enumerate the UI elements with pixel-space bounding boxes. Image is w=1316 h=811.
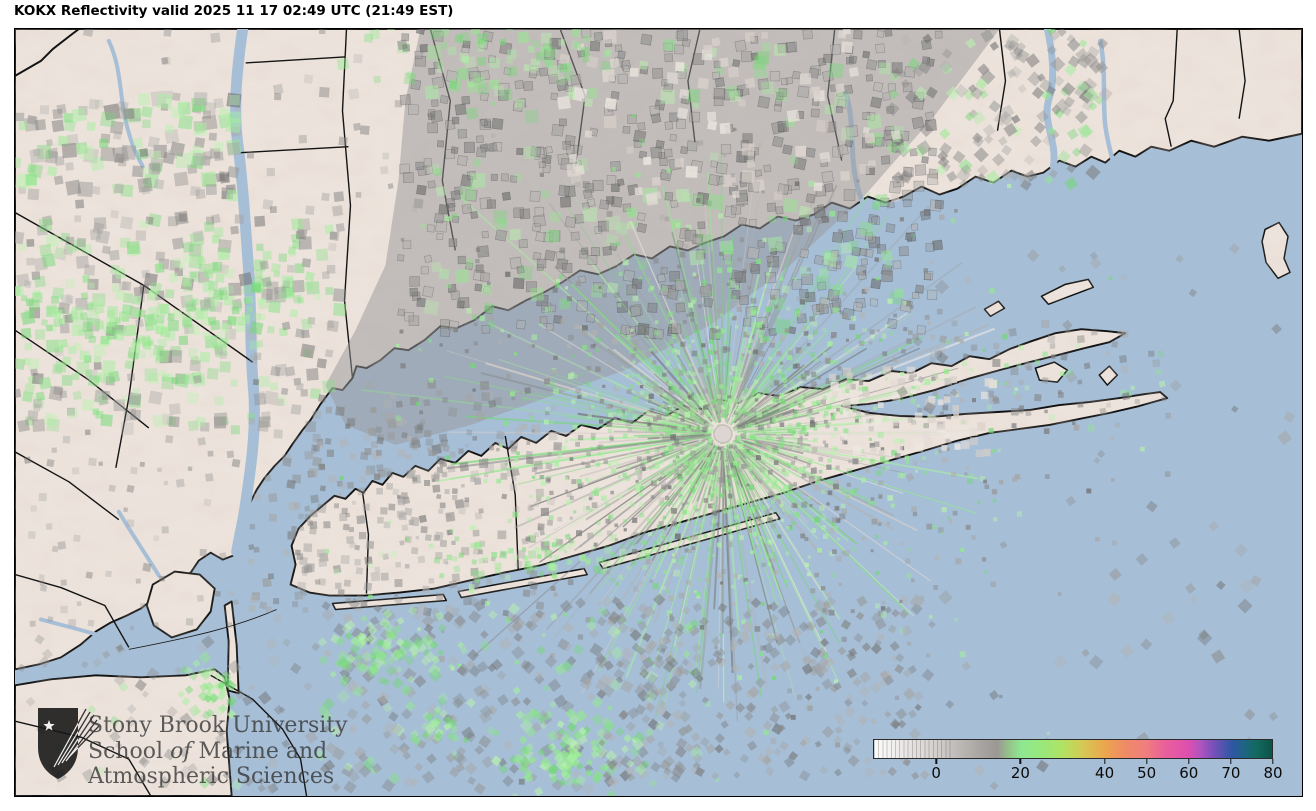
state-border bbox=[341, 29, 354, 379]
county-border bbox=[15, 451, 120, 521]
raritan-river bbox=[38, 617, 121, 644]
county-border bbox=[240, 145, 349, 154]
colorbar-tick-label: 80 bbox=[1263, 764, 1283, 782]
connecticut-river bbox=[1043, 29, 1058, 171]
logo-line-3: Atmospheric Sciences bbox=[88, 764, 335, 789]
county-border bbox=[210, 674, 308, 796]
county-border bbox=[504, 435, 519, 570]
radar-map-figure bbox=[14, 28, 1303, 797]
county-border bbox=[1238, 29, 1246, 119]
shield-icon bbox=[38, 708, 100, 779]
colorbar-tick-label: 0 bbox=[931, 764, 941, 782]
colorbar-tick-label: 50 bbox=[1137, 764, 1157, 782]
logo-line-1: Stony Brook University bbox=[88, 713, 348, 738]
colorbar-tick-mark bbox=[1103, 759, 1106, 764]
county-border bbox=[361, 491, 370, 594]
radar-echo-layer bbox=[15, 29, 1295, 796]
logo-line-2: School of Marine and bbox=[88, 738, 328, 764]
radar-site-marker bbox=[713, 424, 733, 444]
colorbar-discrete-bins bbox=[874, 740, 952, 758]
figure-title: KOKX Reflectivity valid 2025 11 17 02:49… bbox=[14, 3, 454, 19]
radar-map-canvas bbox=[15, 29, 1302, 796]
colorbar-tick-mark bbox=[1145, 759, 1148, 764]
county-border bbox=[115, 285, 145, 468]
logo-wordmark: Stony Brook University School of Marine … bbox=[88, 713, 348, 790]
county-border bbox=[15, 573, 130, 648]
wallkill-stream bbox=[106, 38, 145, 169]
county-border bbox=[245, 56, 345, 64]
county-border bbox=[15, 329, 150, 429]
star-icon bbox=[43, 720, 55, 731]
state-border bbox=[15, 29, 80, 77]
colorbar-tick-mark bbox=[935, 759, 937, 764]
bay-channel-line bbox=[128, 609, 277, 650]
state-border bbox=[1164, 29, 1178, 147]
county-border bbox=[996, 29, 1007, 131]
colorbar-tick-label: 40 bbox=[1095, 764, 1115, 782]
colorbar-tick-mark bbox=[1272, 759, 1274, 764]
colorbar-tick-label: 20 bbox=[1010, 764, 1030, 782]
colorbar-tick-label: 60 bbox=[1179, 764, 1199, 782]
colorbar-tick-label: 70 bbox=[1221, 764, 1241, 782]
colorbar-tick-mark bbox=[1230, 759, 1232, 764]
reflectivity-colorbar bbox=[873, 739, 1273, 759]
colorbar-tick-mark bbox=[1188, 759, 1190, 764]
colorbar-tick-mark bbox=[1019, 759, 1022, 764]
passaic-river bbox=[116, 509, 161, 578]
echo-wash-connecticut bbox=[325, 29, 1000, 445]
stony-brook-shield-logo bbox=[36, 705, 100, 789]
